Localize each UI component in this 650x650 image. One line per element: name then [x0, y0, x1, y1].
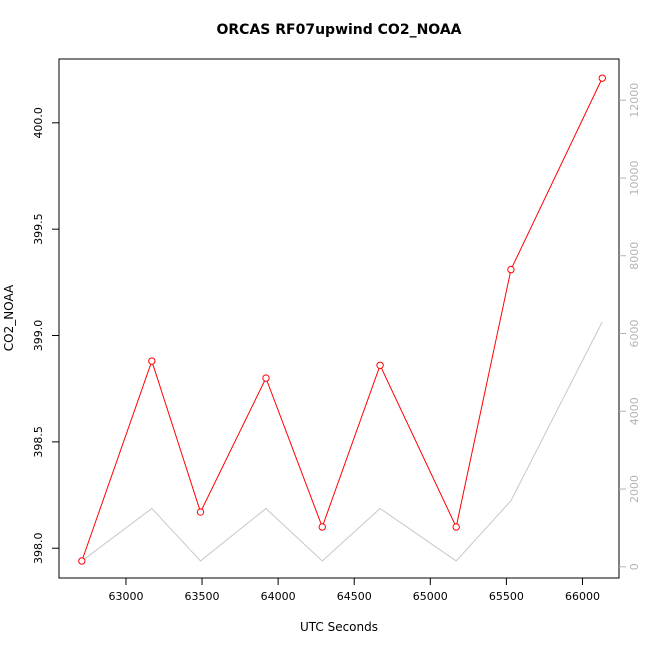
y-axis: 398.0 398.5 399.0 399.5 400.0 — [32, 107, 59, 564]
data-point — [78, 557, 86, 565]
data-point — [148, 357, 156, 365]
x-tick-label: 65000 — [413, 590, 448, 603]
chart-title: ORCAS RF07upwind CO2_NOAA — [217, 22, 462, 38]
y2-axis-right: 0 2000 4000 6000 8000 10000 12000 — [619, 83, 641, 570]
y2-tick-label: 6000 — [628, 320, 641, 348]
x-tick-label: 64000 — [261, 590, 296, 603]
data-point — [507, 265, 515, 274]
data-point — [262, 374, 270, 382]
x-tick-label: 64500 — [337, 590, 372, 603]
y2-tick-label: 12000 — [628, 83, 641, 118]
y-tick-label: 399.5 — [32, 213, 45, 245]
y-tick-label: 398.0 — [32, 532, 45, 564]
y-axis-label: CO2_NOAA — [2, 284, 16, 351]
y-tick-label: 398.5 — [32, 426, 45, 458]
series-layer — [78, 74, 606, 565]
x-tick-label: 65500 — [489, 590, 524, 603]
y2-tick-label: 8000 — [628, 242, 641, 270]
secondary-series-line — [81, 321, 603, 562]
x-axis-label: UTC Seconds — [300, 620, 378, 634]
y2-tick-label: 0 — [628, 563, 641, 570]
y2-tick-label: 10000 — [628, 160, 641, 195]
x-tick-label: 63500 — [185, 590, 220, 603]
y-tick-label: 400.0 — [32, 107, 45, 139]
y2-tick-label: 2000 — [628, 475, 641, 503]
data-point — [598, 74, 606, 82]
data-point — [452, 523, 460, 531]
data-point — [318, 523, 326, 531]
y-tick-label: 399.0 — [32, 320, 45, 352]
plot-frame — [58, 58, 620, 579]
data-point — [196, 508, 205, 516]
y2-tick-label: 4000 — [628, 397, 641, 425]
x-tick-label: 66000 — [565, 590, 600, 603]
x-tick-label: 63000 — [108, 590, 143, 603]
data-point — [376, 361, 384, 369]
x-axis: 63000 63500 64000 64500 65000 65500 66000 — [108, 578, 600, 603]
